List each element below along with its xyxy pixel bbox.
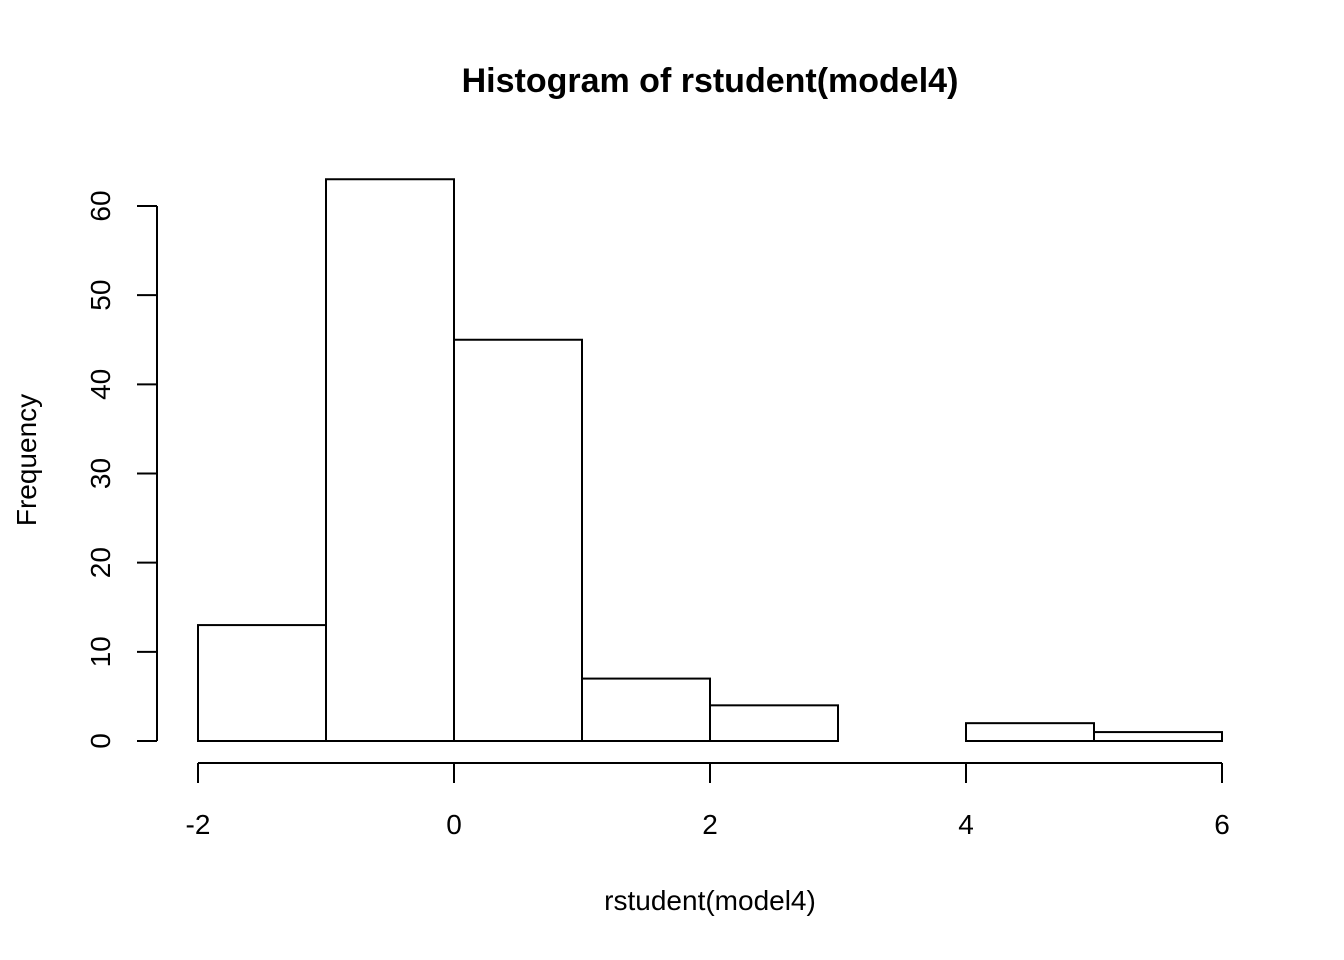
x-tick-label: 4 xyxy=(958,809,974,840)
y-tick-label: 40 xyxy=(85,369,116,400)
y-tick-label: 30 xyxy=(85,458,116,489)
histogram-bar xyxy=(1093,731,1223,742)
y-axis-label: Frequency xyxy=(11,394,42,526)
histogram-bar xyxy=(581,677,711,742)
y-tick-label: 50 xyxy=(85,280,116,311)
histogram-bar xyxy=(709,704,839,742)
histogram-bar xyxy=(197,624,327,742)
y-tick-label: 0 xyxy=(85,733,116,749)
x-tick-label: 6 xyxy=(1214,809,1230,840)
histogram-bar xyxy=(325,178,455,742)
x-tick-label: 0 xyxy=(446,809,462,840)
histogram-bar xyxy=(453,338,583,742)
y-axis: 0 10 20 30 40 50 60 xyxy=(85,190,158,749)
y-tick-label: 20 xyxy=(85,547,116,578)
y-tick-label: 10 xyxy=(85,636,116,667)
bars-group xyxy=(197,178,1223,743)
chart-title: Histogram of rstudent(model4) xyxy=(462,62,959,100)
y-tick-label: 60 xyxy=(85,190,116,221)
x-tick-label: 2 xyxy=(702,809,718,840)
x-axis: -2 0 2 4 6 xyxy=(186,762,1230,840)
x-tick-label: -2 xyxy=(186,809,211,840)
histogram-bar xyxy=(965,722,1095,743)
x-axis-label: rstudent(model4) xyxy=(604,885,816,916)
